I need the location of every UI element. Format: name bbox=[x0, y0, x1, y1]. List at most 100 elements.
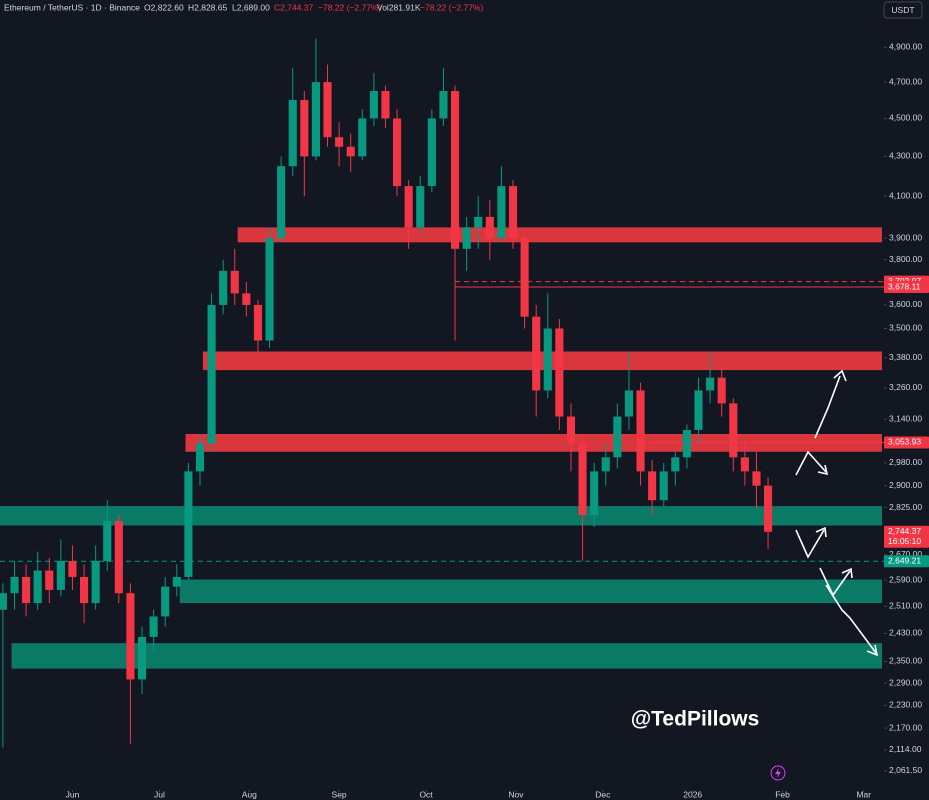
arrow-down-path bbox=[795, 450, 827, 476]
candle-body bbox=[346, 146, 355, 157]
y-tick-label: 2,670.00 bbox=[889, 549, 922, 559]
candle-body bbox=[508, 186, 518, 239]
candle-body bbox=[543, 328, 552, 391]
price-tag bbox=[884, 525, 929, 548]
projection-arrows bbox=[795, 369, 879, 657]
candle-body bbox=[56, 561, 65, 590]
candle-body bbox=[79, 576, 89, 604]
y-tick-label: 3,260.00 bbox=[889, 382, 922, 392]
candle-body bbox=[694, 390, 703, 430]
candle-body bbox=[219, 270, 228, 305]
price-tag-label: 3,678.11 bbox=[888, 281, 921, 291]
x-tick-label: Mar bbox=[856, 789, 871, 799]
arrow-head bbox=[841, 567, 853, 579]
candle-body bbox=[45, 570, 54, 590]
candle-body bbox=[404, 186, 413, 228]
candle-body bbox=[230, 270, 239, 294]
candle-body bbox=[137, 636, 147, 680]
candle-body bbox=[0, 593, 7, 610]
y-tick-label: 2,900.00 bbox=[889, 480, 922, 490]
candle-body bbox=[416, 186, 425, 228]
candle-body bbox=[184, 471, 193, 577]
price-tag-label: 2,649.21 bbox=[888, 556, 921, 566]
candle-body bbox=[300, 100, 309, 157]
candle-body bbox=[474, 216, 483, 228]
candle-body bbox=[601, 457, 610, 472]
candle-body bbox=[671, 457, 680, 472]
x-tick-label: Feb bbox=[775, 789, 790, 799]
candles bbox=[0, 38, 773, 748]
candle-body bbox=[91, 561, 100, 604]
candle-body bbox=[764, 485, 773, 532]
candle-body bbox=[590, 471, 599, 516]
candle-body bbox=[613, 416, 622, 458]
price-tag-label: 3,702.07 bbox=[888, 276, 921, 286]
open: O2,822.60 bbox=[144, 2, 184, 12]
candle-body bbox=[555, 328, 564, 417]
price-tag bbox=[884, 436, 929, 449]
change: −78.22 (−2.77%) bbox=[318, 2, 381, 12]
currency: USDT bbox=[891, 5, 914, 15]
candle-body bbox=[33, 570, 42, 604]
y-tick-label: 2,170.00 bbox=[889, 722, 922, 732]
candle-body bbox=[752, 471, 761, 486]
arrow-path bbox=[795, 529, 825, 559]
arrow-head bbox=[833, 369, 847, 382]
candle-body bbox=[740, 457, 749, 472]
candle-body bbox=[729, 403, 738, 458]
candle-body bbox=[427, 118, 436, 187]
x-tick-label: Aug bbox=[242, 789, 257, 799]
y-tick-label: 4,100.00 bbox=[889, 190, 922, 200]
volume: Vol281.91K bbox=[377, 2, 421, 12]
candle-body bbox=[311, 82, 320, 157]
candle-body bbox=[103, 520, 112, 562]
candle-body bbox=[659, 471, 668, 501]
currency-button[interactable] bbox=[883, 1, 923, 19]
y-tick-label: 2,590.00 bbox=[889, 574, 922, 584]
candle-body bbox=[207, 304, 216, 444]
price-axis bbox=[884, 0, 929, 800]
y-tick-label: 4,300.00 bbox=[889, 151, 922, 161]
y-tick-label: 3,900.00 bbox=[889, 232, 922, 242]
y-tick-label: 2,510.00 bbox=[889, 601, 922, 611]
high: H2,828.65 bbox=[188, 2, 227, 12]
candle-body bbox=[126, 593, 135, 680]
y-tick-label: 3,600.00 bbox=[889, 299, 922, 309]
zone bbox=[11, 643, 882, 669]
y-tick-label: 2,061.50 bbox=[889, 765, 922, 775]
arrow-head bbox=[817, 464, 829, 476]
candle-body bbox=[172, 576, 181, 587]
candle-body bbox=[636, 390, 645, 472]
candle-body bbox=[253, 304, 263, 341]
volume-change: −78.22 (−2.77%) bbox=[420, 2, 483, 12]
y-tick-label: 4,700.00 bbox=[889, 76, 922, 86]
candle-body bbox=[161, 586, 170, 617]
candle-body bbox=[22, 576, 31, 604]
candle-body bbox=[497, 186, 506, 239]
candle-body bbox=[578, 443, 587, 516]
candle-body bbox=[288, 100, 297, 167]
candle-body bbox=[323, 82, 332, 138]
y-tick-label: 3,380.00 bbox=[889, 352, 922, 362]
zone bbox=[202, 351, 882, 371]
arrow-up-path bbox=[814, 375, 841, 439]
y-tick-label: 2,980.00 bbox=[889, 457, 922, 467]
y-tick-label: 3,140.00 bbox=[889, 413, 922, 423]
candle-body bbox=[717, 377, 726, 404]
candle-body bbox=[381, 91, 390, 119]
axis: 4,900.00 4,700.00 4,500.00 4,300.00 4,100.00… bbox=[66, 42, 929, 799]
zone bbox=[237, 227, 882, 243]
x-tick-label: Jun bbox=[66, 789, 80, 799]
x-tick-label: Jul bbox=[154, 789, 165, 799]
lightning-icon[interactable] bbox=[770, 765, 786, 781]
candle-body bbox=[68, 561, 77, 577]
arrow-path bbox=[825, 584, 877, 654]
y-tick-label: 2,230.00 bbox=[889, 700, 922, 710]
candle-body bbox=[10, 576, 19, 594]
y-tick-label: 4,900.00 bbox=[889, 42, 922, 52]
low: L2,689.00 bbox=[232, 2, 270, 12]
x-tick-label: 2026 bbox=[683, 789, 702, 799]
zone bbox=[0, 506, 882, 526]
candle-body bbox=[520, 238, 529, 317]
watermark: @TedPillows bbox=[631, 708, 760, 731]
